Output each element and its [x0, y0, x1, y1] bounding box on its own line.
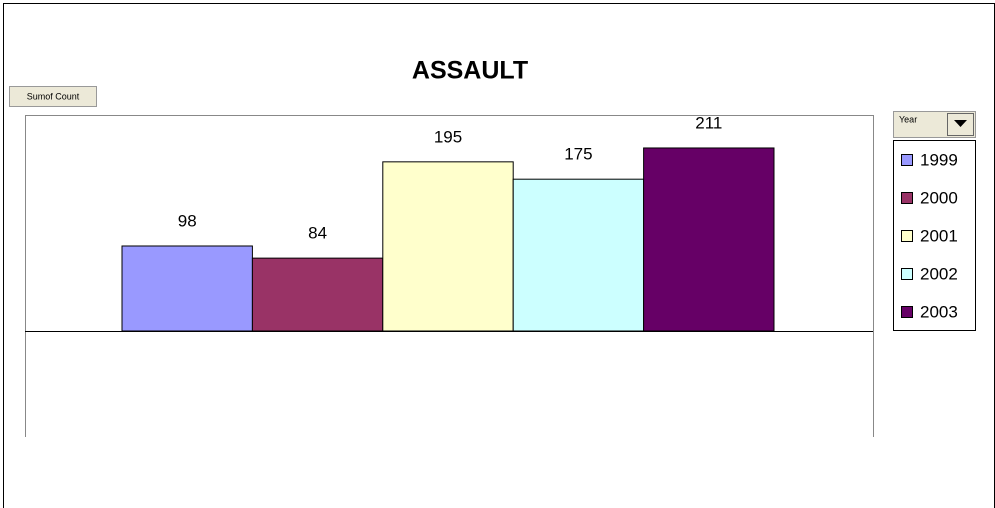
legend-label: 2000 — [920, 188, 958, 207]
legend-swatch — [901, 192, 913, 204]
data-label: 98 — [178, 211, 197, 230]
legend-swatch — [901, 230, 913, 242]
plot-area — [25, 115, 874, 437]
data-field-button[interactable]: Sumof Count — [9, 86, 97, 107]
data-label: 175 — [564, 145, 592, 164]
legend-label: 2002 — [920, 264, 958, 283]
bar — [251, 257, 384, 332]
legend-label: 2001 — [920, 226, 958, 245]
button-face[interactable] — [9, 86, 97, 107]
chart-title: ASSAULT — [412, 57, 528, 85]
data-label: 195 — [434, 127, 462, 146]
bar — [382, 161, 514, 332]
button-label[interactable]: Year — [899, 114, 917, 124]
legend-swatch — [901, 154, 913, 166]
legend-label: 2003 — [920, 302, 958, 321]
legend-label: 1999 — [920, 150, 958, 169]
button-label[interactable]: Sumof Count — [27, 91, 80, 101]
bar — [512, 178, 645, 332]
bar — [643, 147, 775, 332]
bar — [121, 245, 253, 332]
legend-swatch — [901, 306, 913, 318]
legend-swatch — [901, 268, 913, 280]
dropdown-arrow[interactable] — [954, 120, 967, 127]
data-label: 84 — [308, 224, 327, 243]
series-field-button[interactable]: Year — [893, 111, 976, 138]
data-label: 211 — [695, 113, 722, 132]
